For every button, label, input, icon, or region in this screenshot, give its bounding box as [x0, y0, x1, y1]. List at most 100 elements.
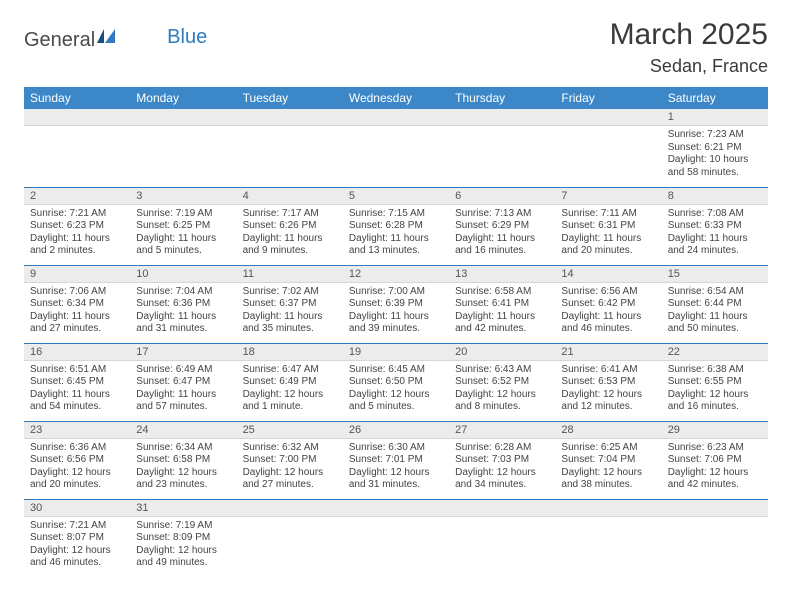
day-number — [449, 500, 555, 517]
daylight-text: Daylight: 11 hours and 24 minutes. — [668, 233, 762, 258]
sunset-text: Sunset: 6:52 PM — [455, 376, 549, 389]
daylight-text: Daylight: 12 hours and 16 minutes. — [668, 389, 762, 414]
calendar-cell: 30Sunrise: 7:21 AMSunset: 8:07 PMDayligh… — [24, 499, 130, 577]
day-body: Sunrise: 7:21 AMSunset: 6:23 PMDaylight:… — [24, 205, 130, 262]
sunset-text: Sunset: 6:44 PM — [668, 298, 762, 311]
day-body — [24, 126, 130, 176]
sunrise-text: Sunrise: 7:00 AM — [349, 286, 443, 299]
day-number: 30 — [24, 500, 130, 517]
daylight-text: Daylight: 11 hours and 27 minutes. — [30, 311, 124, 336]
sunrise-text: Sunrise: 7:21 AM — [30, 520, 124, 533]
calendar-cell: 20Sunrise: 6:43 AMSunset: 6:52 PMDayligh… — [449, 343, 555, 421]
daylight-text: Daylight: 12 hours and 27 minutes. — [243, 467, 337, 492]
sunrise-text: Sunrise: 6:45 AM — [349, 364, 443, 377]
calendar-cell: 31Sunrise: 7:19 AMSunset: 8:09 PMDayligh… — [130, 499, 236, 577]
day-number: 17 — [130, 344, 236, 361]
sunset-text: Sunset: 6:42 PM — [561, 298, 655, 311]
sunset-text: Sunset: 6:36 PM — [136, 298, 230, 311]
sunrise-text: Sunrise: 7:19 AM — [136, 520, 230, 533]
calendar-cell: 28Sunrise: 6:25 AMSunset: 7:04 PMDayligh… — [555, 421, 661, 499]
calendar-cell: 29Sunrise: 6:23 AMSunset: 7:06 PMDayligh… — [662, 421, 768, 499]
calendar-cell — [343, 499, 449, 577]
day-body — [343, 126, 449, 176]
daylight-text: Daylight: 11 hours and 20 minutes. — [561, 233, 655, 258]
day-body — [555, 126, 661, 176]
daylight-text: Daylight: 11 hours and 13 minutes. — [349, 233, 443, 258]
sunset-text: Sunset: 6:21 PM — [668, 142, 762, 155]
sunset-text: Sunset: 6:29 PM — [455, 220, 549, 233]
calendar-cell: 17Sunrise: 6:49 AMSunset: 6:47 PMDayligh… — [130, 343, 236, 421]
day-number: 5 — [343, 188, 449, 205]
weekday-header: Saturday — [662, 87, 768, 109]
calendar-cell: 14Sunrise: 6:56 AMSunset: 6:42 PMDayligh… — [555, 265, 661, 343]
day-number — [237, 109, 343, 126]
day-body — [449, 126, 555, 176]
day-body: Sunrise: 7:06 AMSunset: 6:34 PMDaylight:… — [24, 283, 130, 340]
day-body — [662, 517, 768, 567]
calendar-cell: 13Sunrise: 6:58 AMSunset: 6:41 PMDayligh… — [449, 265, 555, 343]
sunrise-text: Sunrise: 6:43 AM — [455, 364, 549, 377]
sunset-text: Sunset: 6:55 PM — [668, 376, 762, 389]
sunrise-text: Sunrise: 6:49 AM — [136, 364, 230, 377]
day-body: Sunrise: 6:41 AMSunset: 6:53 PMDaylight:… — [555, 361, 661, 418]
sunrise-text: Sunrise: 7:02 AM — [243, 286, 337, 299]
calendar-page: General Blue March 2025 Sedan, France Su… — [0, 0, 792, 587]
calendar-cell — [343, 109, 449, 187]
calendar-cell: 4Sunrise: 7:17 AMSunset: 6:26 PMDaylight… — [237, 187, 343, 265]
day-body: Sunrise: 6:32 AMSunset: 7:00 PMDaylight:… — [237, 439, 343, 496]
calendar-cell — [237, 499, 343, 577]
sunrise-text: Sunrise: 7:13 AM — [455, 208, 549, 221]
sunrise-text: Sunrise: 6:34 AM — [136, 442, 230, 455]
daylight-text: Daylight: 12 hours and 42 minutes. — [668, 467, 762, 492]
day-number: 27 — [449, 422, 555, 439]
day-body — [237, 126, 343, 176]
sunrise-text: Sunrise: 7:17 AM — [243, 208, 337, 221]
daylight-text: Daylight: 12 hours and 49 minutes. — [136, 545, 230, 570]
daylight-text: Daylight: 11 hours and 57 minutes. — [136, 389, 230, 414]
day-body: Sunrise: 7:21 AMSunset: 8:07 PMDaylight:… — [24, 517, 130, 574]
day-body: Sunrise: 6:51 AMSunset: 6:45 PMDaylight:… — [24, 361, 130, 418]
calendar-cell — [237, 109, 343, 187]
day-number: 18 — [237, 344, 343, 361]
day-body: Sunrise: 6:56 AMSunset: 6:42 PMDaylight:… — [555, 283, 661, 340]
sunset-text: Sunset: 6:53 PM — [561, 376, 655, 389]
calendar-cell: 3Sunrise: 7:19 AMSunset: 6:25 PMDaylight… — [130, 187, 236, 265]
day-number: 9 — [24, 266, 130, 283]
day-number: 12 — [343, 266, 449, 283]
day-body: Sunrise: 6:34 AMSunset: 6:58 PMDaylight:… — [130, 439, 236, 496]
logo-text-blue: Blue — [167, 26, 207, 49]
sunset-text: Sunset: 8:09 PM — [136, 532, 230, 545]
day-body: Sunrise: 6:49 AMSunset: 6:47 PMDaylight:… — [130, 361, 236, 418]
day-number — [449, 109, 555, 126]
daylight-text: Daylight: 12 hours and 12 minutes. — [561, 389, 655, 414]
day-number: 21 — [555, 344, 661, 361]
day-body: Sunrise: 6:38 AMSunset: 6:55 PMDaylight:… — [662, 361, 768, 418]
daylight-text: Daylight: 11 hours and 46 minutes. — [561, 311, 655, 336]
sunset-text: Sunset: 7:06 PM — [668, 454, 762, 467]
sunrise-text: Sunrise: 6:25 AM — [561, 442, 655, 455]
weekday-header: Sunday — [24, 87, 130, 109]
day-number — [343, 500, 449, 517]
calendar-cell — [662, 499, 768, 577]
day-number: 13 — [449, 266, 555, 283]
sunrise-text: Sunrise: 6:38 AM — [668, 364, 762, 377]
weekday-header: Friday — [555, 87, 661, 109]
sunrise-text: Sunrise: 6:54 AM — [668, 286, 762, 299]
day-number — [130, 109, 236, 126]
day-number: 22 — [662, 344, 768, 361]
sunset-text: Sunset: 6:45 PM — [30, 376, 124, 389]
sunrise-text: Sunrise: 7:06 AM — [30, 286, 124, 299]
daylight-text: Daylight: 11 hours and 2 minutes. — [30, 233, 124, 258]
day-number: 28 — [555, 422, 661, 439]
calendar-cell: 22Sunrise: 6:38 AMSunset: 6:55 PMDayligh… — [662, 343, 768, 421]
day-body: Sunrise: 7:13 AMSunset: 6:29 PMDaylight:… — [449, 205, 555, 262]
daylight-text: Daylight: 11 hours and 16 minutes. — [455, 233, 549, 258]
day-number: 25 — [237, 422, 343, 439]
daylight-text: Daylight: 12 hours and 38 minutes. — [561, 467, 655, 492]
weekday-header: Wednesday — [343, 87, 449, 109]
day-number: 11 — [237, 266, 343, 283]
calendar-cell — [130, 109, 236, 187]
calendar-cell — [555, 109, 661, 187]
day-body: Sunrise: 6:54 AMSunset: 6:44 PMDaylight:… — [662, 283, 768, 340]
title-block: March 2025 Sedan, France — [610, 18, 768, 77]
